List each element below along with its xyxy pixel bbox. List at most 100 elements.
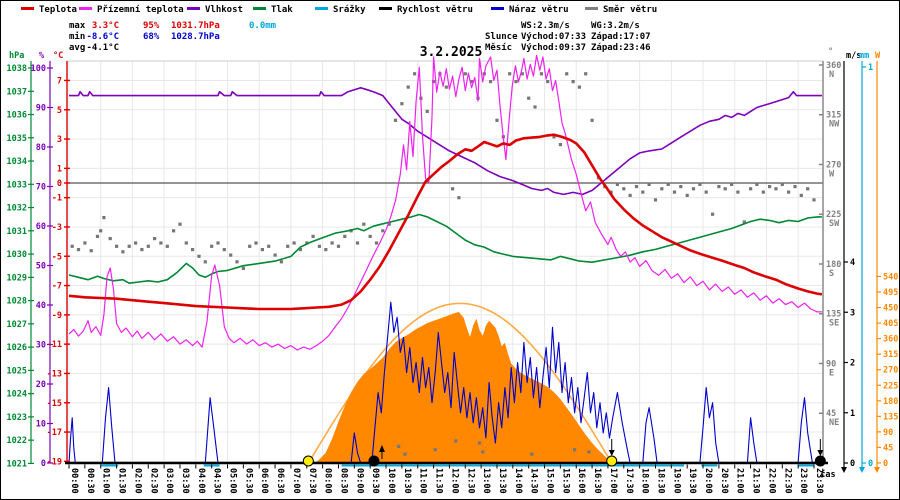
svg-text:-7: -7 xyxy=(52,282,62,292)
svg-text:270: 270 xyxy=(826,160,841,170)
svg-text:360: 360 xyxy=(826,61,841,71)
svg-text:01:30: 01:30 xyxy=(117,468,127,494)
svg-text:02:30: 02:30 xyxy=(148,468,158,494)
svg-text:45: 45 xyxy=(883,443,893,453)
svg-text:7: 7 xyxy=(57,76,62,86)
svg-text:540: 540 xyxy=(883,272,898,282)
svg-text:1025: 1025 xyxy=(7,366,27,376)
svg-text:-11: -11 xyxy=(47,340,62,350)
axes: 1038103710361035103410331032103110301029… xyxy=(7,47,898,473)
legend-swatch xyxy=(379,7,392,10)
svg-text:00:30: 00:30 xyxy=(85,468,95,494)
svg-text:-9: -9 xyxy=(52,311,62,321)
svg-text:405: 405 xyxy=(883,319,898,329)
svg-text:70: 70 xyxy=(36,183,46,193)
svg-text:17:00: 17:00 xyxy=(608,468,618,494)
svg-text:00:00: 00:00 xyxy=(69,468,79,494)
svg-text:0: 0 xyxy=(868,459,873,469)
svg-text:60: 60 xyxy=(36,222,46,232)
svg-text:1: 1 xyxy=(850,409,855,419)
legend-item-7: Náraz větru xyxy=(491,5,569,17)
sunset-time: Západ:17:07 xyxy=(591,32,651,42)
svg-text:1023: 1023 xyxy=(7,413,27,423)
svg-text:225: 225 xyxy=(883,381,898,391)
svg-text:05:00: 05:00 xyxy=(228,468,238,494)
sun-label: Slunce xyxy=(485,32,518,42)
svg-text:1035: 1035 xyxy=(7,134,27,144)
svg-text:13:30: 13:30 xyxy=(497,468,507,494)
legend-swatch xyxy=(253,7,266,10)
svg-text:°: ° xyxy=(828,47,833,57)
legend-item-2: Přízemní teplota xyxy=(79,5,184,17)
svg-text:10:30: 10:30 xyxy=(402,468,412,494)
legend-item-1: Teplota xyxy=(21,5,77,17)
svg-text:N: N xyxy=(829,70,834,80)
moonset-time: Západ:23:46 xyxy=(591,43,651,53)
svg-text:20:30: 20:30 xyxy=(719,468,729,494)
svg-text:0: 0 xyxy=(883,459,888,469)
svg-text:m/s: m/s xyxy=(846,51,861,61)
legend-label: Přízemní teplota xyxy=(97,5,184,15)
svg-text:180: 180 xyxy=(826,260,841,270)
wind-direction-dots xyxy=(70,72,816,456)
svg-text:80: 80 xyxy=(36,143,46,153)
svg-text:1022: 1022 xyxy=(7,436,27,446)
stats-min-humidity: 68% xyxy=(143,32,160,42)
svg-text:22:00: 22:00 xyxy=(766,468,776,494)
svg-text:18:30: 18:30 xyxy=(655,468,665,494)
stats-avg-temp: -4.1°C xyxy=(86,43,119,53)
svg-text:01:00: 01:00 xyxy=(101,468,111,494)
svg-text:1031: 1031 xyxy=(7,227,27,237)
stats-min-label: min xyxy=(69,32,86,42)
svg-text:%: % xyxy=(39,51,45,61)
svg-text:13:00: 13:00 xyxy=(481,468,491,494)
svg-text:18:00: 18:00 xyxy=(640,468,650,494)
sunrise-time: Východ:07:33 xyxy=(521,32,587,42)
svg-text:180: 180 xyxy=(883,397,898,407)
series-teplota xyxy=(68,133,823,311)
svg-text:09:30: 09:30 xyxy=(370,468,380,494)
svg-text:08:30: 08:30 xyxy=(338,468,348,494)
svg-text:NE: NE xyxy=(829,418,839,428)
legend-label: Srážky xyxy=(333,5,366,15)
svg-text:1026: 1026 xyxy=(7,343,27,353)
svg-text:-15: -15 xyxy=(47,399,62,409)
svg-text:15:00: 15:00 xyxy=(545,468,555,494)
legend-item-4: Tlak xyxy=(253,5,293,17)
svg-text:17:30: 17:30 xyxy=(624,468,634,494)
svg-text:-13: -13 xyxy=(47,369,62,379)
svg-text:11:30: 11:30 xyxy=(434,468,444,494)
stats-max-label: max xyxy=(69,21,86,31)
plot-series xyxy=(68,54,823,463)
legend-item-6: Rychlost větru xyxy=(379,5,473,17)
svg-text:5: 5 xyxy=(57,106,62,116)
sun-moon-markers xyxy=(302,439,826,467)
svg-text:135: 135 xyxy=(883,412,898,422)
svg-text:315: 315 xyxy=(883,350,898,360)
svg-text:4: 4 xyxy=(850,258,855,268)
svg-text:1029: 1029 xyxy=(7,273,27,283)
svg-text:2: 2 xyxy=(850,359,855,369)
svg-text:1032: 1032 xyxy=(7,204,27,214)
svg-text:1030: 1030 xyxy=(7,250,27,260)
svg-text:-1: -1 xyxy=(52,194,62,204)
svg-text:90: 90 xyxy=(883,428,893,438)
svg-text:12:00: 12:00 xyxy=(449,468,459,494)
svg-text:10:00: 10:00 xyxy=(386,468,396,494)
svg-text:12:30: 12:30 xyxy=(465,468,475,494)
svg-text:90: 90 xyxy=(36,104,46,114)
svg-text:15:30: 15:30 xyxy=(560,468,570,494)
moonrise-time: Východ:09:37 xyxy=(521,43,587,53)
svg-text:-17: -17 xyxy=(47,428,62,438)
svg-text:06:30: 06:30 xyxy=(275,468,285,494)
legend-label: Rychlost větru xyxy=(397,5,473,15)
svg-text:21:00: 21:00 xyxy=(735,468,745,494)
svg-text:1021: 1021 xyxy=(7,459,27,469)
legend-swatch xyxy=(315,7,328,10)
svg-text:S: S xyxy=(829,269,834,279)
legend-item-5: Srážky xyxy=(315,5,366,17)
stats-min-temp: -8.6°C xyxy=(86,32,119,42)
svg-text:20: 20 xyxy=(36,380,46,390)
svg-text:1: 1 xyxy=(868,63,873,73)
